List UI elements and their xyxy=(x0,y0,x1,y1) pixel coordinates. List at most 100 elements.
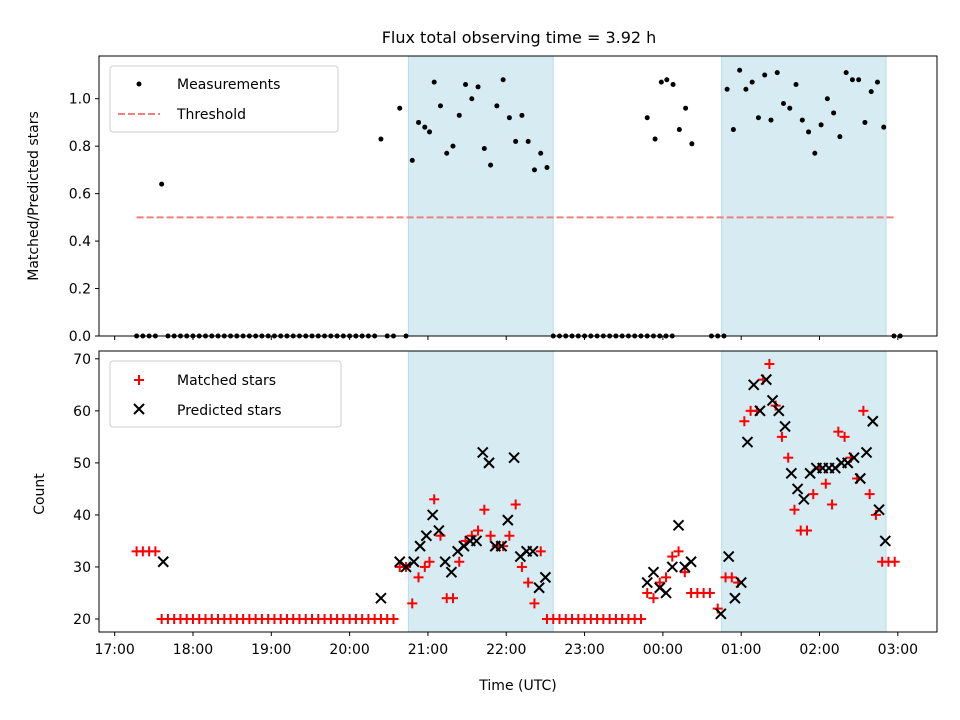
predicted-star-point xyxy=(779,420,791,433)
predicted-star-point xyxy=(754,405,766,417)
x-tick-label: 17:00 xyxy=(94,642,134,658)
predicted-star-point xyxy=(660,587,672,599)
predicted-marker-b xyxy=(439,556,451,568)
predicted-marker-b xyxy=(779,420,791,433)
predicted-star-point xyxy=(375,592,387,604)
measurement-point xyxy=(658,79,664,85)
measurement-point xyxy=(874,79,880,85)
measurement-point xyxy=(664,77,670,83)
predicted-marker-b xyxy=(654,582,666,594)
predicted-star-point xyxy=(685,556,697,568)
measurement-point xyxy=(444,150,450,156)
predicted-star-point xyxy=(773,405,785,417)
predicted-star-point xyxy=(641,576,653,589)
y-tick-label: 20 xyxy=(73,612,91,628)
y-tick-label: 70 xyxy=(73,352,91,368)
matched-star-point xyxy=(388,613,399,624)
matched-star-point xyxy=(739,416,750,427)
measurement-point xyxy=(862,119,868,125)
predicted-marker-b xyxy=(798,493,810,506)
x-tick-label: 01:00 xyxy=(721,642,761,658)
count-panel: 20 30 40 50 60 70 17:00 18:00 19:00 20:00 21:00 22… xyxy=(32,350,938,694)
measurement-point xyxy=(849,77,855,83)
predicted-marker-b xyxy=(660,587,672,599)
predicted-star-point xyxy=(470,535,483,547)
predicted-star-point xyxy=(400,561,412,573)
predicted-marker-b xyxy=(445,566,458,578)
predicted-marker-b xyxy=(879,535,892,547)
x-tick-label: 23:00 xyxy=(564,642,604,658)
matched-star-point xyxy=(535,546,546,557)
predicted-star-point xyxy=(426,509,439,521)
measurement-point xyxy=(538,150,544,156)
predicted-marker-b xyxy=(748,379,760,391)
measurement-point xyxy=(881,124,887,130)
predicted-star-point xyxy=(748,379,760,391)
matched-star-point xyxy=(419,561,430,572)
predicted-star-point xyxy=(760,373,772,386)
measurement-point xyxy=(676,127,682,133)
matched-star-point xyxy=(479,504,490,515)
y-tick-label: 0.6 xyxy=(69,187,91,203)
matched-star-point xyxy=(407,598,418,609)
predicted-marker-b xyxy=(685,556,697,568)
y-tick-label: 0.8 xyxy=(69,139,91,155)
matched-star-point xyxy=(473,525,484,536)
predicted-marker-b xyxy=(495,540,508,552)
measurement-point xyxy=(488,162,494,168)
count-legend-box xyxy=(109,360,342,428)
predicted-marker-b xyxy=(647,566,660,578)
predicted-star-point xyxy=(539,571,552,584)
x-tick-label: 03:00 xyxy=(878,642,918,658)
matched-star-point xyxy=(150,546,161,557)
predicted-star-point xyxy=(414,540,426,552)
predicted-star-point xyxy=(722,550,735,563)
y-tick-label: 30 xyxy=(73,560,91,576)
predicted-star-point xyxy=(854,472,866,485)
measurement-point xyxy=(525,138,531,144)
measurement-point xyxy=(787,105,793,111)
predicted-star-point xyxy=(420,530,433,542)
predicted-marker-b xyxy=(157,556,169,568)
predicted-marker-b xyxy=(766,394,779,407)
matched-star-point xyxy=(801,525,812,536)
x-tick-label: 22:00 xyxy=(486,642,526,658)
measurement-point xyxy=(544,165,550,171)
count-x-axis-label: Time (UTC) xyxy=(478,678,556,694)
predicted-marker-b xyxy=(715,608,727,620)
predicted-star-point xyxy=(735,576,747,589)
predicted-marker-b xyxy=(375,592,387,604)
predicted-star-point xyxy=(483,457,495,469)
observing-window-shade xyxy=(721,55,887,337)
matched-star-point xyxy=(827,499,838,510)
predicted-marker-b xyxy=(414,540,426,552)
predicted-star-point xyxy=(495,540,508,552)
predicted-marker-b xyxy=(502,514,514,526)
matched-star-point xyxy=(820,478,831,489)
measurement-point xyxy=(683,105,689,111)
predicted-marker-b xyxy=(854,472,866,485)
ratio-legend-box xyxy=(109,65,339,133)
matched-star-point xyxy=(667,551,678,562)
measurement-point xyxy=(519,112,525,118)
legend-matched-marker xyxy=(134,375,144,385)
matched-star-point xyxy=(864,489,875,500)
predicted-marker-b xyxy=(433,524,445,537)
legend-measurements-marker xyxy=(136,81,142,87)
predicted-marker-b xyxy=(400,561,412,573)
matched-star-point xyxy=(498,541,509,552)
ratio-legend: Measurements Threshold xyxy=(109,65,339,133)
matched-star-point xyxy=(808,489,819,500)
measurement-point xyxy=(843,70,849,76)
measurement-point xyxy=(868,89,874,95)
predicted-marker-b xyxy=(791,483,804,495)
y-tick-label: 50 xyxy=(73,456,91,472)
measurement-point xyxy=(812,150,818,156)
matched-star-point xyxy=(504,530,515,541)
predicted-marker-b xyxy=(641,576,653,589)
measurement-point xyxy=(818,122,824,128)
predicted-star-point xyxy=(157,556,169,568)
measurement-point xyxy=(644,115,650,121)
predicted-star-point xyxy=(508,451,520,464)
